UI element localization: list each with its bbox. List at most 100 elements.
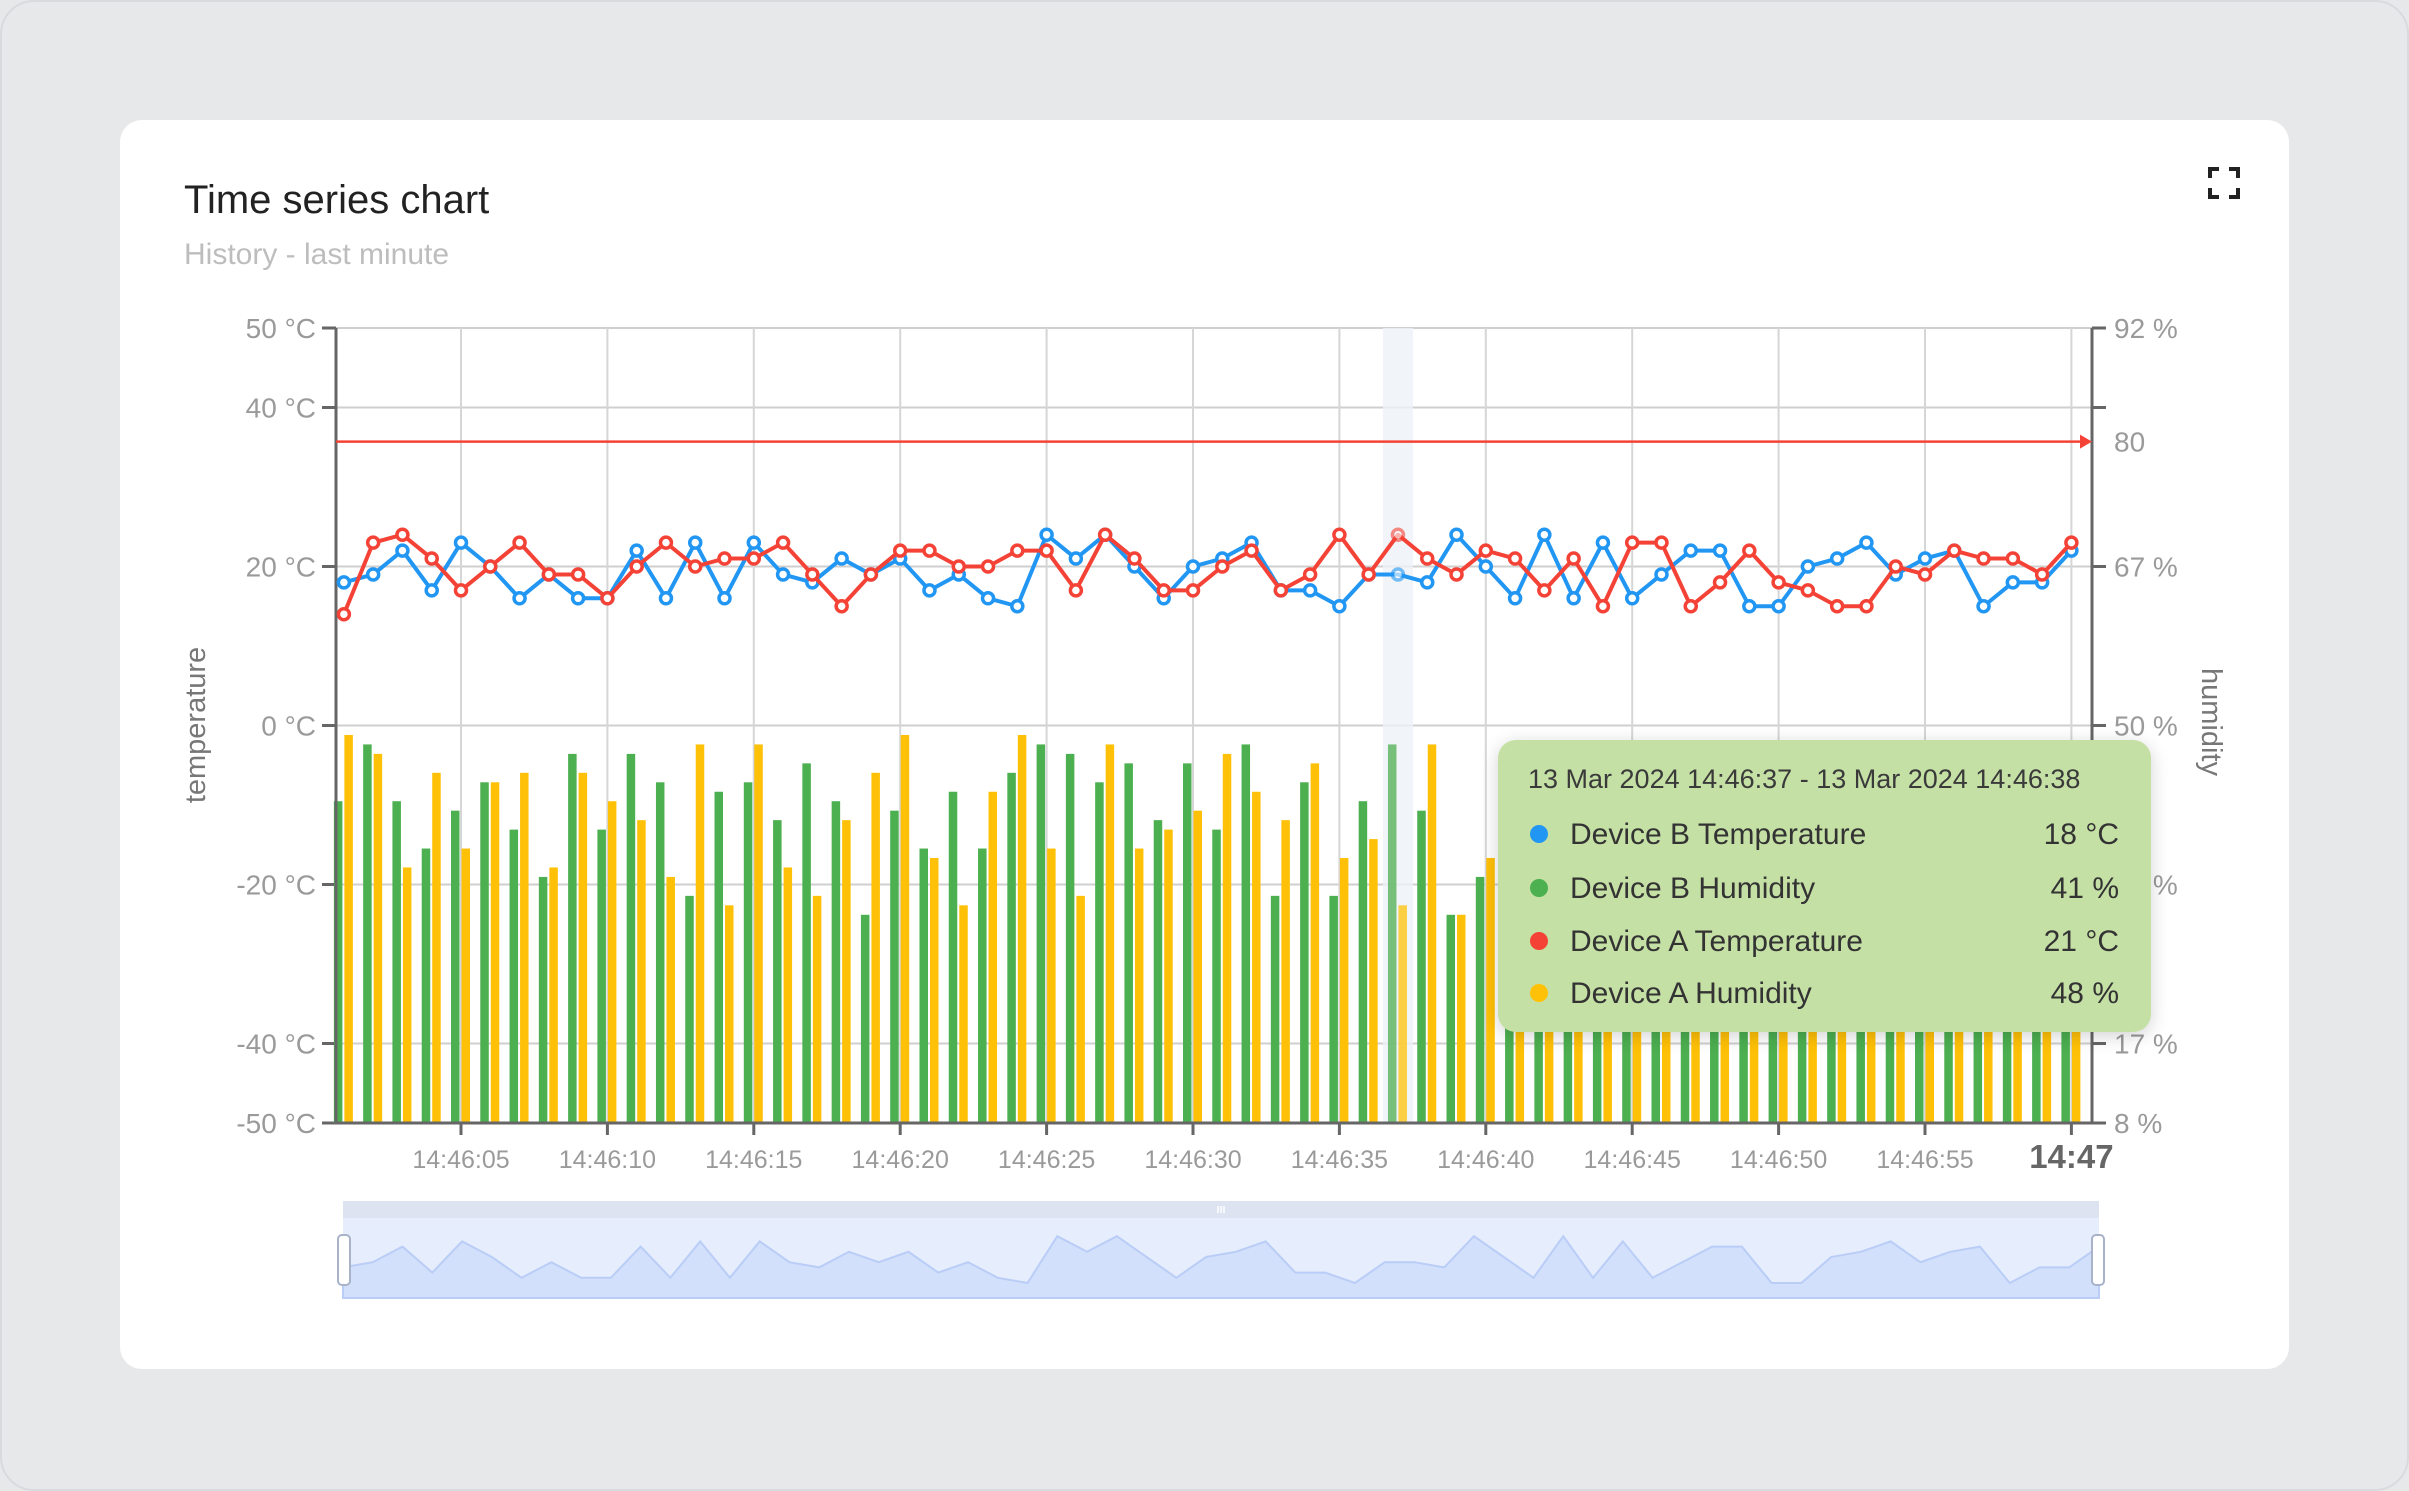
point-device-b-temperature	[1566, 591, 1581, 606]
tooltip-row: Device A Humidity 48 %	[1528, 973, 2119, 1013]
point-device-b-temperature	[512, 591, 527, 606]
chart-tooltip: 13 Mar 2024 14:46:37 - 13 Mar 2024 14:46…	[1498, 740, 2151, 1032]
x-tick-label: 14:46:05	[412, 1146, 509, 1174]
series-dot-icon	[1530, 879, 1548, 897]
y-left-tick-label: 0 °C	[261, 711, 316, 742]
y-right-tick-label: 17 %	[2114, 1029, 2178, 1060]
bar-device-a-humidity	[373, 753, 383, 1123]
bar-device-a-humidity	[959, 905, 968, 1123]
point-device-a-temperature	[336, 606, 352, 622]
point-device-a-temperature	[1712, 575, 1728, 590]
point-device-a-temperature	[1127, 551, 1142, 566]
series-dot-icon	[1530, 932, 1548, 950]
point-device-b-temperature	[1478, 559, 1494, 574]
x-tick-label: 14:46:20	[852, 1146, 949, 1174]
fullscreen-icon[interactable]	[2208, 167, 2240, 199]
point-device-a-temperature	[1068, 583, 1084, 598]
data-zoom-handle-right[interactable]	[2091, 1234, 2105, 1286]
point-device-a-temperature	[1976, 551, 1991, 566]
point-device-b-temperature	[365, 567, 381, 582]
point-device-b-temperature	[1068, 551, 1084, 566]
bar-device-b-humidity	[802, 763, 811, 1123]
hover-band	[1382, 328, 1413, 1123]
point-device-a-temperature	[1859, 599, 1874, 614]
point-device-b-temperature	[1712, 543, 1728, 558]
data-zoom-slider[interactable]	[337, 1201, 2105, 1299]
bar-device-b-humidity	[831, 801, 841, 1123]
x-tick-label: 14:46:30	[1144, 1146, 1241, 1174]
bar-device-b-humidity	[538, 876, 548, 1123]
point-device-b-temperature	[1976, 599, 1991, 614]
point-device-b-temperature	[1683, 543, 1699, 558]
point-device-b-temperature	[1859, 535, 1874, 550]
point-device-a-temperature	[1917, 567, 1933, 582]
bar-device-a-humidity	[1457, 914, 1466, 1123]
point-device-b-temperature	[336, 575, 352, 590]
point-device-b-temperature	[834, 551, 849, 566]
point-device-a-temperature	[2064, 535, 2079, 550]
point-device-b-temperature	[1829, 551, 1845, 566]
bar-device-a-humidity	[490, 782, 500, 1123]
mark-line-label: 80	[2114, 427, 2145, 458]
point-device-a-temperature	[512, 535, 527, 550]
bar-device-b-humidity	[363, 744, 372, 1123]
bar-device-b-humidity	[1065, 753, 1075, 1123]
bar-device-a-humidity	[1252, 791, 1261, 1123]
point-device-a-temperature	[541, 567, 557, 582]
tooltip-series-value: 21 °C	[2043, 925, 2119, 958]
point-device-a-temperature	[629, 559, 644, 574]
bar-device-a-humidity	[1047, 848, 1056, 1123]
data-zoom-handle-left[interactable]	[337, 1234, 351, 1286]
point-device-a-temperature	[892, 543, 908, 558]
point-device-b-temperature	[717, 591, 732, 606]
bar-device-a-humidity	[1486, 858, 1495, 1123]
y-left-tick-label: -40 °C	[236, 1029, 316, 1060]
bar-device-a-humidity	[1222, 753, 1232, 1123]
bar-device-b-humidity	[860, 914, 870, 1123]
point-device-a-temperature	[2034, 567, 2050, 582]
point-device-b-temperature	[570, 591, 586, 606]
point-device-a-temperature	[1039, 543, 1054, 558]
x-tick-label: 14:47	[2029, 1138, 2113, 1175]
bar-device-b-humidity	[1270, 895, 1280, 1123]
point-device-a-temperature	[834, 599, 849, 614]
point-device-a-temperature	[1566, 551, 1581, 566]
bar-device-a-humidity	[666, 876, 675, 1123]
point-device-a-temperature	[980, 559, 996, 574]
point-device-b-temperature	[629, 543, 644, 558]
series-dot-icon	[1530, 984, 1548, 1002]
point-device-b-temperature	[1742, 599, 1757, 614]
bar-device-b-humidity	[1095, 782, 1104, 1123]
point-device-a-temperature	[1010, 543, 1025, 558]
bar-device-a-humidity	[725, 905, 734, 1123]
bar-device-a-humidity	[929, 858, 939, 1123]
point-device-a-temperature	[1332, 527, 1347, 542]
point-device-a-temperature	[1244, 543, 1259, 558]
bar-device-b-humidity	[597, 829, 606, 1123]
bar-device-a-humidity	[1339, 858, 1349, 1123]
point-device-a-temperature	[775, 535, 791, 550]
point-device-b-temperature	[1800, 559, 1816, 574]
bar-device-a-humidity	[1369, 839, 1378, 1123]
bar-device-a-humidity	[432, 772, 441, 1123]
point-device-a-temperature	[1624, 535, 1640, 550]
x-tick-label: 14:46:25	[998, 1146, 1095, 1174]
chart-title: Time series chart	[184, 178, 490, 222]
chart-subtitle: History - last minute	[184, 238, 450, 271]
bar-device-b-humidity	[1475, 876, 1485, 1123]
bar-device-a-humidity	[988, 791, 998, 1123]
bar-device-a-humidity	[1105, 744, 1115, 1123]
bar-device-a-humidity	[520, 772, 529, 1123]
y-left-tick-label: -50 °C	[236, 1108, 316, 1139]
bar-device-a-humidity	[607, 801, 617, 1123]
point-device-a-temperature	[1273, 583, 1289, 598]
bar-device-b-humidity	[626, 753, 636, 1123]
tooltip-series-label: Device A Temperature	[1570, 925, 1863, 958]
point-device-a-temperature	[1185, 583, 1201, 598]
y-left-tick-label: 40 °C	[246, 393, 316, 424]
point-device-b-temperature	[1419, 575, 1435, 590]
bar-device-a-humidity	[1164, 829, 1173, 1123]
point-device-a-temperature	[687, 559, 703, 574]
point-device-a-temperature	[1683, 599, 1699, 614]
point-device-b-temperature	[2005, 575, 2021, 590]
